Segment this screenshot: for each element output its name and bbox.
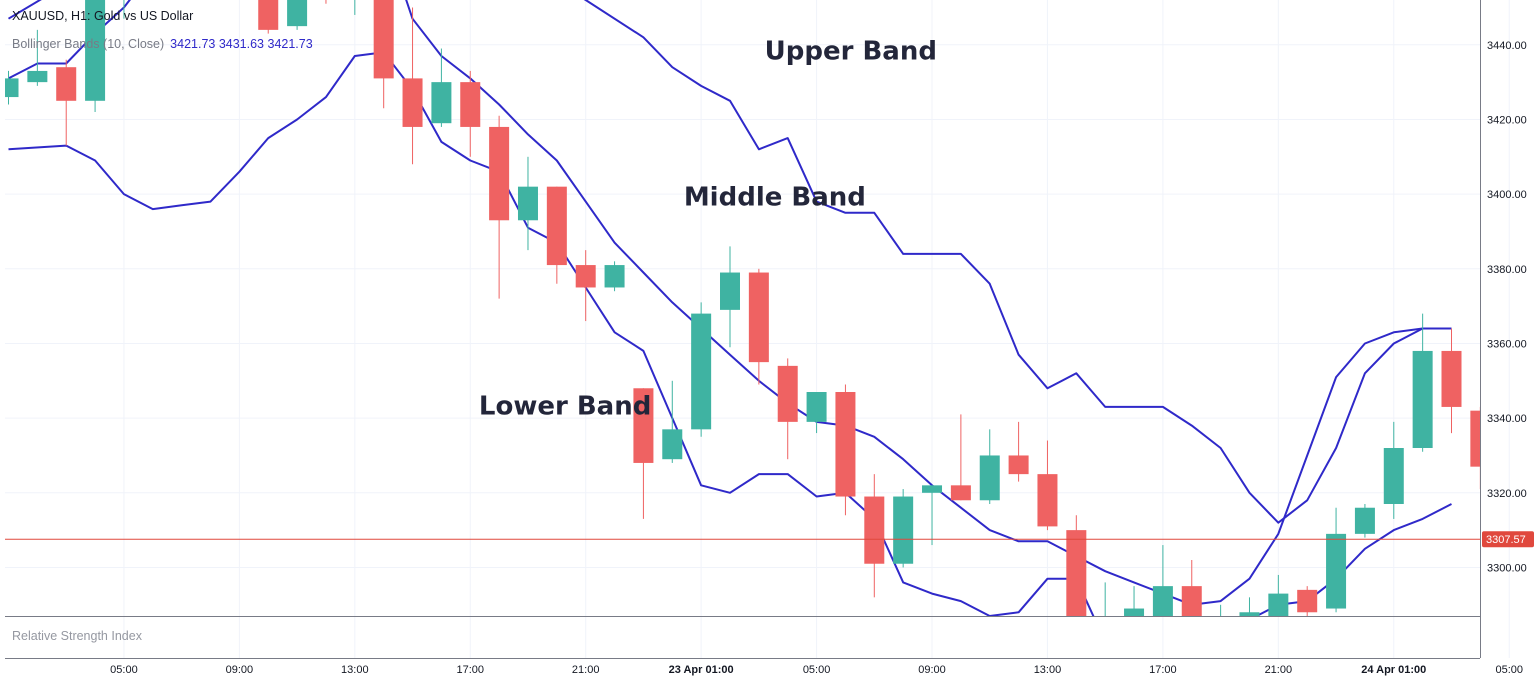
x-tick-label: 23 Apr 01:00 <box>669 664 734 676</box>
annotation-upper-band: Upper Band <box>765 37 937 67</box>
band-line-middle-band <box>8 0 1452 606</box>
bollinger-bands <box>7 0 1452 616</box>
candles <box>5 0 1480 649</box>
candle-bull <box>604 265 625 288</box>
y-tick-label: 3440.00 <box>1487 40 1527 52</box>
candle-bear <box>1297 589 1318 613</box>
candle-bear <box>777 365 798 422</box>
candle-bear <box>460 82 481 127</box>
candle-bull <box>287 0 308 27</box>
candle-bear <box>748 272 769 363</box>
axes: 3300.00 3320.00 3340.00 3360.00 3380.00 3400.… <box>5 0 1527 676</box>
x-tick-label: 05:00 <box>1495 664 1523 676</box>
candle-bull <box>691 313 712 430</box>
candle-bear <box>950 485 971 501</box>
candle-bear <box>864 496 885 564</box>
candle-bear <box>373 0 394 79</box>
x-tick-label: 24 Apr 01:00 <box>1361 664 1426 676</box>
symbol-title[interactable]: XAUUSD, H1: Gold vs US Dollar <box>12 9 194 23</box>
price-tag <box>1482 531 1534 548</box>
candle-bull <box>922 485 943 493</box>
candle-bull <box>1239 612 1260 616</box>
candle-bear <box>1066 530 1087 616</box>
x-tick-label: 13:00 <box>341 664 369 676</box>
y-tick-label: 3400.00 <box>1487 189 1527 201</box>
band-annotations: Upper Band Middle Band Lower Band <box>479 37 937 422</box>
candle-bull <box>27 70 48 83</box>
candle-bull <box>431 82 452 124</box>
candle-bull <box>1383 448 1404 504</box>
candle-bull <box>517 186 538 221</box>
y-tick-label: 3420.00 <box>1487 114 1527 126</box>
indicator-name: Bollinger Bands (10, Close) <box>12 37 165 51</box>
x-tick-label: 05:00 <box>110 664 138 676</box>
band-line-lower-band <box>8 51 1452 616</box>
annotation-middle-band: Middle Band <box>684 182 866 212</box>
candle-bull <box>85 0 106 101</box>
candle-bull <box>5 78 19 98</box>
y-tick-label: 3380.00 <box>1487 264 1527 276</box>
candle-bear <box>835 392 856 497</box>
y-tick-label: 3320.00 <box>1487 488 1527 500</box>
candle-bear <box>1037 474 1058 527</box>
rsi-panel-title[interactable]: Relative Strength Index <box>12 629 142 643</box>
candle-bull <box>1124 608 1145 616</box>
candle-bear <box>258 0 279 30</box>
candle-bear <box>546 186 567 266</box>
price-tag-label: 3307.57 <box>1486 534 1526 546</box>
x-tick-label: 09:00 <box>918 664 946 676</box>
candle-bear <box>633 388 654 463</box>
candle-bull <box>1268 593 1289 616</box>
indicator-values: 3421.73 3431.63 3421.73 <box>170 37 313 51</box>
candle-bull <box>979 455 1000 501</box>
y-tick-label: 3360.00 <box>1487 338 1527 350</box>
candle-bear <box>1470 410 1480 467</box>
x-tick-label: 09:00 <box>226 664 254 676</box>
x-tick-label: 21:00 <box>1265 664 1293 676</box>
indicator-legend[interactable]: Bollinger Bands (10, Close) 3421.73 3431.… <box>12 37 313 51</box>
candle-bull <box>662 429 683 460</box>
x-tick-label: 05:00 <box>803 664 831 676</box>
candle-bear <box>402 78 423 127</box>
x-tick-label: 17:00 <box>1149 664 1177 676</box>
candle-bear <box>1441 350 1462 407</box>
y-tick-label: 3300.00 <box>1487 562 1527 574</box>
candle-bull <box>893 496 914 564</box>
candle-bull <box>806 392 827 422</box>
candle-bull <box>1412 350 1433 448</box>
candle-bull <box>1211 616 1231 635</box>
candle-bull <box>1326 533 1347 609</box>
y-tick-label: 3340.00 <box>1487 413 1527 425</box>
annotation-lower-band: Lower Band <box>479 391 651 421</box>
candle-bear <box>1181 586 1202 616</box>
candle-bear <box>575 265 596 288</box>
x-tick-label: 17:00 <box>456 664 484 676</box>
candle-bull <box>1354 507 1375 534</box>
candle-bear <box>56 67 77 101</box>
candle-bull <box>1095 623 1115 649</box>
x-tick-label: 21:00 <box>572 664 600 676</box>
x-tick-label: 13:00 <box>1034 664 1062 676</box>
candle-bear <box>489 126 510 221</box>
candle-bear <box>1008 455 1029 475</box>
candle-bull <box>1152 586 1173 616</box>
candle-bull <box>720 272 740 310</box>
current-price-line: 3307.57 <box>5 531 1534 548</box>
